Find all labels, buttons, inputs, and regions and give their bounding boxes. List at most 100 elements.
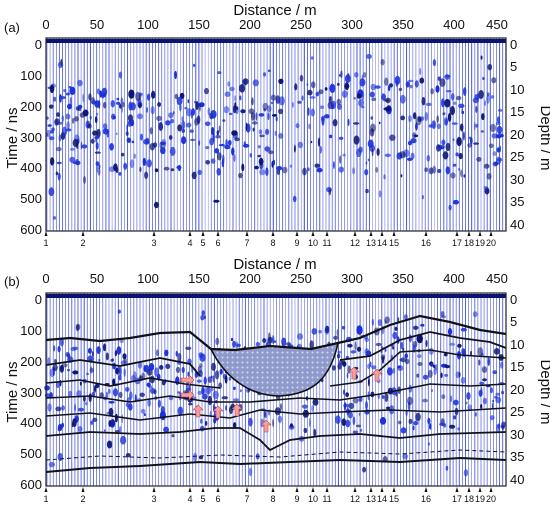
reflection-blob [252,127,255,132]
reflection-blob [214,148,220,154]
reflection-blob [442,112,446,116]
reflection-blob [458,167,461,171]
reflection-blob [268,150,274,155]
reflection-blob [121,414,124,424]
reflection-blob [116,97,120,101]
reflection-blob [377,319,383,327]
reflection-blob [271,114,278,117]
reflection-blob [445,90,452,93]
reflection-blob [483,163,490,169]
svg-text:17: 17 [452,238,462,248]
panel-b-interpretation [45,314,507,473]
reflection-blob [232,105,237,114]
reflection-blob [494,395,498,399]
reflection-blob [114,430,120,433]
reflection-blob [88,93,92,101]
reflection-blob [275,116,278,122]
svg-text:7: 7 [244,238,249,248]
panel-a-y-right-tick: 10 [510,82,524,97]
reflection-blob [445,465,449,471]
reflection-blob [153,201,159,209]
reflection-blob [329,96,332,102]
panel-b-marker: 14 [377,487,387,504]
svg-text:12: 12 [350,494,360,504]
reflection-blob [181,116,184,122]
panel-a-marker: 8 [270,231,276,248]
reflection-blob [451,122,458,125]
reflection-blob [381,93,386,101]
reflection-blob [473,121,476,131]
reflection-blob [120,97,124,105]
reflection-blob [146,93,151,101]
panel-b-marker: 11 [322,487,332,504]
arrow-icon [180,374,195,386]
reflection-blob [183,390,190,394]
reflection-blob [328,188,332,196]
reflection-blob [249,153,252,158]
reflection-blob [336,82,340,86]
interpreted-horizon [45,407,507,421]
reflection-blob [309,340,314,350]
svg-text:19: 19 [475,238,485,248]
reflection-blob [441,394,446,400]
reflection-blob [419,67,422,76]
reflection-blob [94,385,96,393]
reflection-blob [399,151,406,159]
reflection-blob [386,406,390,410]
reflection-blob [480,404,483,410]
reflection-blob [49,130,55,134]
reflection-blob [317,137,321,147]
reflection-blob [55,171,59,176]
reflection-blob [379,417,387,425]
reflection-blob [378,121,381,125]
reflection-blob [484,100,486,106]
reflection-blob [276,166,283,171]
interpreted-horizon [45,456,507,473]
interpreted-horizon [45,427,507,452]
panel-a-y-left-tick: 0 [35,37,42,52]
reflection-blob [437,169,442,173]
reflection-blob [416,334,423,344]
panel-a-y-right-tick: 20 [510,127,524,142]
reflection-blob [274,130,277,136]
reflection-blob [218,125,221,133]
reflection-blob [163,166,170,171]
reflection-blob [430,88,435,95]
reflection-blob [112,388,118,397]
arrow-icon [348,366,360,380]
reflection-blob [394,326,398,331]
panel-b-marker: 17 [452,487,462,504]
reflection-blob [90,420,94,425]
reflection-blob [448,204,452,211]
reflection-blob [306,82,309,87]
reflection-blob [48,461,56,468]
reflection-blob [308,123,311,130]
reflection-blob [364,348,370,356]
panel-a-marker: 15 [389,231,399,248]
reflection-blob [181,136,187,145]
reflection-blob [450,172,456,179]
reflection-blob [407,79,414,83]
svg-text:9: 9 [294,238,299,248]
svg-text:17: 17 [452,494,462,504]
reflection-blob [355,424,362,428]
reflection-blob [55,406,62,412]
reflection-blob [234,95,237,102]
reflection-blob [474,412,477,417]
reflection-blob [490,387,493,394]
panel-b: (b) Distance / m Time / ns Depth / m [4,256,550,504]
reflection-blob [330,100,337,110]
reflection-blob [412,425,415,431]
panel-b-marker: 4 [187,487,193,504]
reflection-blob [155,349,159,357]
panel-a-y-right-ticks: 0 5 10 15 20 25 30 35 40 [510,37,524,232]
reflection-blob [131,140,135,144]
reflection-blob [353,97,357,100]
reflection-blob [241,163,245,172]
reflection-blob [463,87,467,96]
reflection-blob [422,398,429,403]
reflection-blob [410,138,417,144]
reflection-blob [416,373,420,378]
reflection-blob [392,346,395,350]
reflection-blob [386,367,393,376]
